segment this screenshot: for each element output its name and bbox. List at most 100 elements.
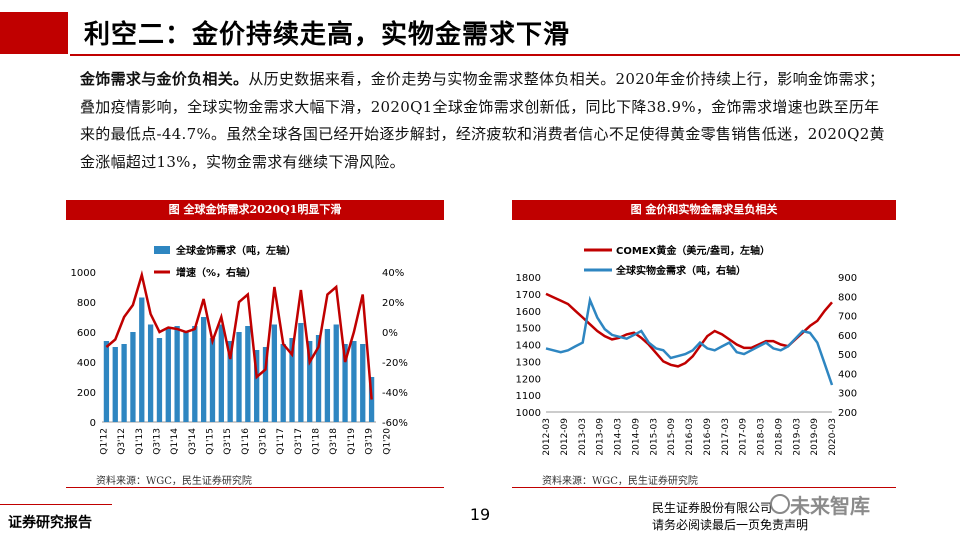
left-chart-source: 资料来源：WGC，民生证券研究院 xyxy=(96,476,252,487)
y-right-tick: 300 xyxy=(838,389,857,400)
right-chart-source: 资料来源：WGC，民生证券研究院 xyxy=(542,476,698,487)
legend-swatch-bar xyxy=(154,246,170,254)
bar xyxy=(289,338,295,422)
x-tick: Q1'17 xyxy=(276,428,286,455)
y-right-tick: 40% xyxy=(382,268,404,279)
left-chart-divider xyxy=(66,487,444,488)
watermark-icon xyxy=(770,494,790,514)
y-right-tick: -40% xyxy=(382,388,408,399)
x-tick: Q1'12 xyxy=(99,428,109,455)
x-tick: 2017-03 xyxy=(721,418,731,456)
bar xyxy=(262,347,269,422)
footer-report-label: 证券研究报告 xyxy=(8,515,92,531)
y-left-tick: 1300 xyxy=(516,357,541,368)
bar xyxy=(165,327,171,422)
x-tick: 2013-03 xyxy=(578,418,588,456)
x-tick: Q1'20 xyxy=(382,428,392,455)
bar xyxy=(147,324,154,422)
bar xyxy=(280,344,286,422)
legend-label-physical: 全球实物金需求（吨，右轴） xyxy=(615,264,746,277)
y-right-tick: 0% xyxy=(382,328,398,339)
x-tick: Q1'16 xyxy=(241,428,251,455)
y-right-tick: 400 xyxy=(838,369,857,380)
series-line-physical xyxy=(545,295,834,386)
left-chart-panel: 图 全球金饰需求2020Q1明显下滑 全球金饰需求（吨，左轴） 增速（%，右轴） 0… xyxy=(66,200,444,490)
paragraph-lead: 金饰需求与金价负相关。 xyxy=(80,70,249,88)
right-chart-divider xyxy=(512,487,896,488)
right-chart: COMEX黄金（美元/盎司，左轴） 全球实物金需求（吨，右轴） 1000 1100 12… xyxy=(516,244,858,456)
title-underline xyxy=(70,54,960,56)
footer-disclaimer: 民生证券股份有限公司 请务必阅读最后一页免责声明 xyxy=(652,500,808,534)
y-right-tick: 900 xyxy=(838,273,857,284)
bar xyxy=(227,341,233,422)
x-tick: Q3'13 xyxy=(152,428,162,455)
y-left-tick: 800 xyxy=(77,298,96,309)
page-number: 19 xyxy=(469,505,491,524)
x-tick: Q3'19 xyxy=(365,428,375,455)
bar xyxy=(112,347,118,422)
y-right-tick: 800 xyxy=(838,292,857,303)
x-tick: Q3'17 xyxy=(294,428,304,455)
bar xyxy=(324,329,331,422)
y-right-tick: -60% xyxy=(382,418,408,429)
x-tick: 2018-09 xyxy=(774,418,784,456)
paragraph-body: 从历史数据来看，金价走势与实物金需求整体负相关。2020年金价持续上行，影响金饰… xyxy=(80,70,885,171)
y-left-tick: 1800 xyxy=(516,273,541,284)
y-left-tick: 1500 xyxy=(516,324,541,335)
y-left-tick: 1600 xyxy=(516,307,541,318)
right-chart-title: 图 金价和实物金需求呈负相关 xyxy=(512,200,896,220)
bar xyxy=(360,344,366,422)
x-tick: 2012-03 xyxy=(542,418,552,456)
y-left-tick: 1400 xyxy=(516,341,541,352)
y-left-tick: 1700 xyxy=(516,290,541,301)
x-tick: 2012-09 xyxy=(560,418,570,456)
y-right-tick: 600 xyxy=(838,331,857,342)
y-left-tick: 1100 xyxy=(516,391,541,402)
y-right-tick: 700 xyxy=(838,312,857,323)
bar xyxy=(271,324,278,422)
x-tick: Q1'13 xyxy=(135,428,145,455)
x-tick: Q1'19 xyxy=(347,428,357,455)
x-tick: Q3'16 xyxy=(259,428,269,455)
y-right-tick: -20% xyxy=(382,358,408,369)
bar xyxy=(236,332,242,422)
x-tick: 2019-09 xyxy=(810,418,820,456)
bar xyxy=(315,335,322,422)
legend-label-line: 增速（%，右轴） xyxy=(176,266,256,279)
bar xyxy=(156,338,163,422)
title-bar: 利空二：金价持续走高，实物金需求下滑 xyxy=(0,0,960,60)
left-chart-title: 图 全球金饰需求2020Q1明显下滑 xyxy=(66,200,444,220)
page-title: 利空二：金价持续走高，实物金需求下滑 xyxy=(84,20,571,50)
bar xyxy=(245,326,251,422)
x-tick: 2014-03 xyxy=(614,418,624,456)
legend-label-bar: 全球金饰需求（吨，左轴） xyxy=(175,244,296,257)
x-tick: 2016-03 xyxy=(685,418,695,456)
left-chart: 全球金饰需求（吨，左轴） 增速（%，右轴） 0 200 400 600 800 1000 40%… xyxy=(71,244,408,455)
bar xyxy=(351,341,357,422)
x-tick: 2017-09 xyxy=(739,418,749,456)
x-tick: Q1'18 xyxy=(312,428,322,455)
bar xyxy=(200,317,207,422)
bar xyxy=(209,338,216,422)
bar xyxy=(139,297,145,422)
body-paragraph: 金饰需求与金价负相关。从历史数据来看，金价走势与实物金需求整体负相关。2020年… xyxy=(80,66,890,176)
x-tick: 2015-09 xyxy=(667,418,677,456)
bar xyxy=(121,344,127,422)
x-tick: 2015-03 xyxy=(649,418,659,456)
x-tick: Q1'15 xyxy=(205,428,215,455)
x-tick: Q3'18 xyxy=(329,428,339,455)
y-left-tick: 200 xyxy=(77,388,96,399)
bar xyxy=(333,324,339,422)
bar xyxy=(298,323,304,422)
y-right-tick: 200 xyxy=(838,408,857,419)
bar xyxy=(103,341,110,422)
bar xyxy=(174,326,180,422)
legend-label-gold: COMEX黄金（美元/盎司，左轴） xyxy=(616,244,770,257)
bar xyxy=(183,332,189,422)
bar xyxy=(130,332,136,422)
y-left-tick: 1200 xyxy=(516,374,541,385)
y-right-tick: 500 xyxy=(838,350,857,361)
watermark-text: 未来智库 xyxy=(790,494,870,518)
x-tick: Q3'12 xyxy=(117,428,127,455)
x-tick: Q3'14 xyxy=(188,428,198,455)
